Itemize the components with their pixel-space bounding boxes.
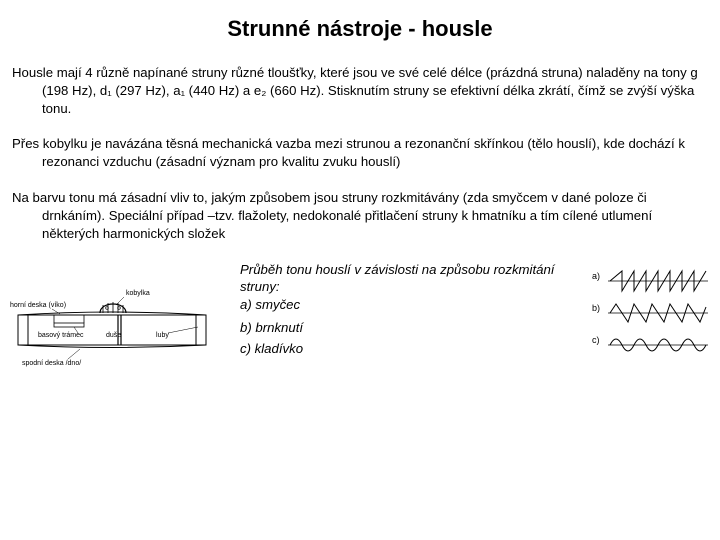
svg-text:a): a)	[592, 271, 600, 281]
svg-text:c): c)	[592, 335, 600, 345]
label-duse: duše	[106, 332, 121, 339]
violin-cross-section-diagram: kobylka horní deska (víko) basový trámec…	[8, 265, 216, 365]
waveform-b: b)	[592, 299, 710, 327]
paragraph-1: Housle mají 4 různě napínané struny různ…	[8, 64, 712, 117]
waveform-column: a) b) c)	[592, 261, 712, 359]
label-basovy: basový trámec	[38, 332, 84, 339]
caption-c: c) kladívko	[240, 341, 592, 356]
page-title: Strunné nástroje - housle	[8, 16, 712, 42]
waveform-a: a)	[592, 267, 710, 295]
label-luby: luby	[156, 332, 169, 339]
caption-a: a) smyčec	[240, 297, 300, 312]
label-spodni: spodní deska /dno/	[22, 360, 81, 367]
label-horni: horní deska (víko)	[10, 302, 66, 309]
caption-intro: Průběh tonu houslí v závislosti na způso…	[240, 262, 554, 295]
waveform-c: c)	[592, 331, 710, 359]
caption-block: Průběh tonu houslí v závislosti na způso…	[216, 261, 592, 362]
paragraph-3: Na barvu tonu má zásadní vliv to, jakým …	[8, 189, 712, 242]
svg-text:b): b)	[592, 303, 600, 313]
paragraph-2: Přes kobylku je navázána těsná mechanick…	[8, 135, 712, 171]
caption-b: b) brnknutí	[240, 320, 592, 335]
label-kobylka: kobylka	[126, 290, 150, 297]
